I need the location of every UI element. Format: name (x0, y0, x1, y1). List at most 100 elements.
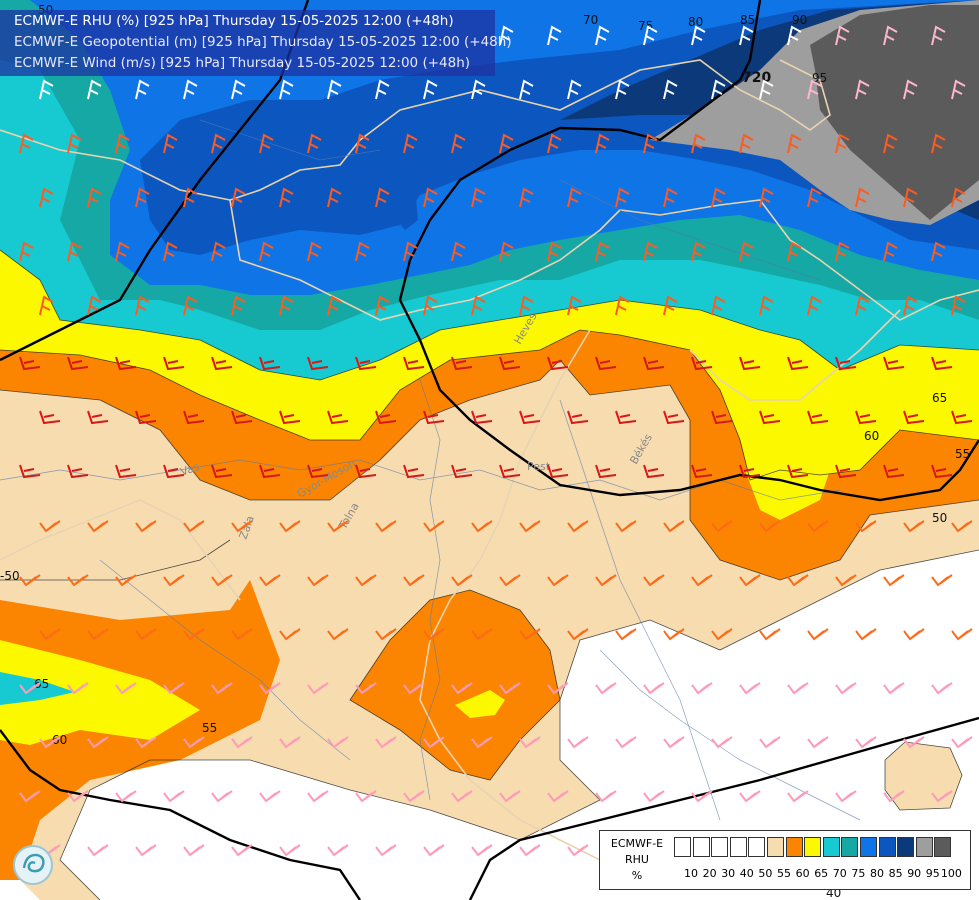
legend-swatch (711, 837, 729, 857)
wind-barb (67, 133, 82, 154)
wind-barb (279, 844, 301, 857)
wind-barb (135, 187, 150, 208)
legend-tick-label: 90 (907, 867, 922, 880)
wind-barb (19, 464, 41, 479)
wind-barb (403, 574, 425, 587)
wind-barb (519, 736, 541, 749)
geo-line-1 (0, 0, 310, 362)
wind-barb (663, 628, 685, 641)
wind-barb (787, 241, 802, 262)
legend-swatch (859, 837, 877, 857)
wind-barb (855, 628, 877, 641)
legend-tick-label: 55 (777, 867, 791, 880)
wind-barb (903, 736, 925, 749)
legend-swatch (674, 837, 691, 857)
wind-barb (835, 25, 850, 46)
wind-barb (211, 241, 226, 262)
wind-barb (855, 520, 877, 533)
rhu-orange-center (350, 590, 560, 780)
wind-barb (855, 410, 877, 425)
wind-barb (211, 574, 233, 587)
wind-barb (183, 410, 205, 425)
wind-barb (183, 628, 205, 641)
wind-barb (519, 410, 541, 425)
wind-barb (711, 628, 733, 641)
wind-barb (307, 356, 329, 371)
wind-barb (951, 187, 966, 208)
geo-line-3 (0, 729, 361, 900)
wind-barb (547, 574, 569, 587)
wind-barb (183, 79, 198, 100)
wind-barb (903, 187, 918, 208)
wind-barb (883, 25, 898, 46)
contour-label-90: 90 (792, 13, 807, 27)
wind-barb (759, 736, 781, 749)
wind-barb (451, 464, 473, 479)
wind-barb (183, 295, 198, 316)
wind-barb (471, 736, 493, 749)
legend-tick-label: 95 (925, 867, 940, 880)
wind-barb (135, 844, 157, 857)
wind-barb (375, 79, 390, 100)
wind-barb (211, 356, 233, 371)
geo-line-4 (468, 716, 979, 900)
wind-barb (807, 520, 829, 533)
wind-barb (519, 295, 534, 316)
wind-barb (739, 25, 754, 46)
wind-barb (499, 356, 521, 371)
wind-barb (931, 682, 953, 695)
wind-barb (279, 187, 294, 208)
wind-barb (19, 574, 41, 587)
legend-tick-label: 65 (814, 867, 829, 880)
wind-barb (547, 464, 569, 479)
wind-barb (903, 79, 918, 100)
wind-barb (375, 187, 390, 208)
legend-ticks: 10 20 30 40 50 55 60 65 70 75 80 85 90 95 100 (674, 867, 974, 881)
wind-barb (135, 628, 157, 641)
wind-barb (355, 790, 377, 803)
wind-barb (327, 736, 349, 749)
wind-barb (931, 133, 946, 154)
wind-barb (663, 187, 678, 208)
wind-barb (519, 520, 541, 533)
wind-barb (39, 736, 61, 749)
wind-barb (375, 295, 390, 316)
wind-barb (259, 464, 281, 479)
wind-barb (471, 520, 493, 533)
wind-barb (471, 79, 486, 100)
wind-barb (615, 295, 630, 316)
legend-tick-label: 100 (940, 867, 962, 880)
wind-barb (595, 133, 610, 154)
wind-barb (883, 574, 905, 587)
wind-barb (327, 410, 349, 425)
wind-barb (835, 574, 857, 587)
wind-barb (259, 133, 274, 154)
wind-barb (451, 241, 466, 262)
wind-barb (183, 187, 198, 208)
wind-barb (39, 410, 61, 425)
contour-label-50-right: 50 (932, 511, 947, 525)
wind-barb (931, 356, 953, 371)
wind-barb (711, 410, 733, 425)
wind-barb (39, 295, 54, 316)
contour-label-85: 85 (740, 13, 755, 27)
wind-barb (903, 295, 918, 316)
rhu-contour-lines (0, 249, 979, 900)
title-panel: ECMWF-E RHU (%) [925 hPa] Thursday 15-05… (0, 10, 512, 76)
contour-label-65-right: 65 (932, 391, 947, 405)
wind-barb (499, 790, 521, 803)
wind-barb (19, 241, 34, 262)
wind-barb (115, 790, 137, 803)
wind-barb (547, 133, 562, 154)
wind-barb (739, 356, 761, 371)
legend-swatch (748, 837, 766, 857)
wind-barb (739, 241, 754, 262)
wind-barb (403, 241, 418, 262)
wind-barb (307, 133, 322, 154)
wind-barb (87, 844, 109, 857)
legend-line1: ECMWF-E (610, 837, 664, 850)
wind-barb (595, 574, 617, 587)
wind-barb (595, 25, 610, 46)
wind-barb (451, 133, 466, 154)
